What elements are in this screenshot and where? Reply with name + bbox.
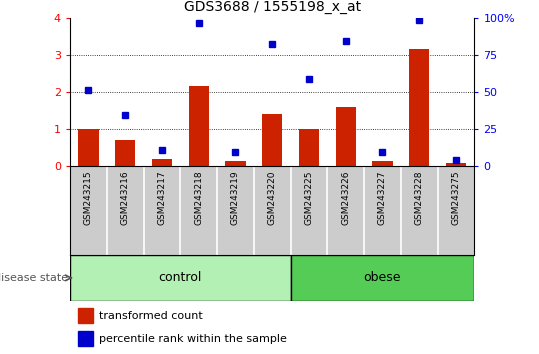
Text: GSM243217: GSM243217 [157, 171, 167, 225]
Text: transformed count: transformed count [99, 311, 203, 321]
Text: GSM243218: GSM243218 [194, 171, 203, 225]
Bar [262, 114, 282, 166]
Text: GSM243226: GSM243226 [341, 171, 350, 225]
Text: GSM243227: GSM243227 [378, 171, 387, 225]
Text: GSM243225: GSM243225 [305, 171, 314, 225]
Bar [70, 255, 291, 301]
Bar [115, 140, 135, 166]
Bar [299, 129, 319, 166]
Text: disease state: disease state [0, 273, 68, 283]
Bar [78, 331, 93, 346]
Bar [78, 308, 93, 323]
Text: GSM243220: GSM243220 [268, 171, 277, 225]
Text: percentile rank within the sample: percentile rank within the sample [99, 333, 287, 344]
Bar [336, 107, 356, 166]
Title: GDS3688 / 1555198_x_at: GDS3688 / 1555198_x_at [184, 0, 361, 14]
Text: obese: obese [364, 272, 401, 284]
Text: GSM243228: GSM243228 [414, 171, 424, 225]
Bar [291, 255, 474, 301]
Text: control: control [158, 272, 202, 284]
Text: GSM243216: GSM243216 [121, 171, 130, 225]
Bar [225, 161, 246, 166]
Text: GSM243215: GSM243215 [84, 171, 93, 225]
Text: GSM243275: GSM243275 [452, 171, 460, 225]
Bar [78, 129, 99, 166]
Bar [152, 159, 172, 166]
Bar [189, 86, 209, 166]
Text: GSM243219: GSM243219 [231, 171, 240, 225]
Bar [446, 164, 466, 166]
Bar [409, 49, 429, 166]
Bar [372, 161, 392, 166]
